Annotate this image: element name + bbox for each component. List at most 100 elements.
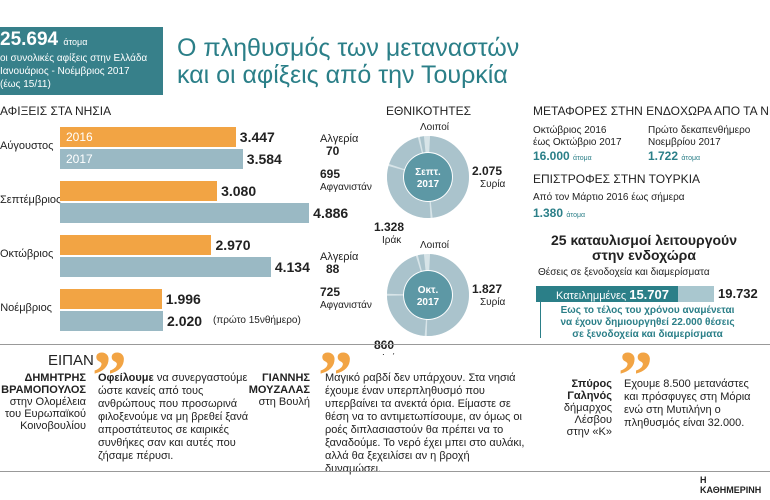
islands-bar-2017 <box>60 257 271 277</box>
transfers-p1-value: 16.000 άτομα <box>533 149 592 163</box>
donut-label-iraq: Ιράκ <box>382 234 402 246</box>
transfers-p1-line1: Οκτώβριος 2016 <box>533 125 607 136</box>
donut-center-label: Σεπτ. <box>415 167 441 178</box>
quote2-speaker: ΓΙΑΝΝΗΣ ΜΟΥΖΑΛΑΣ στη Βουλή <box>240 372 310 408</box>
quote3-name1: Σπύρος <box>571 378 612 390</box>
donut-value-syria: 1.827 <box>472 282 502 296</box>
camps-total-label: 19.732 <box>718 286 758 301</box>
quote1-role3: Κοινοβουλίου <box>20 420 86 432</box>
camps-subtitle: Θέσεις σε ξενοδοχεία και διαμερίσματα <box>538 267 710 278</box>
islands-bar-2016 <box>60 127 236 147</box>
camps-bar-occupied <box>536 286 678 302</box>
camps-note: Εως το τέλος του χρόνου αναμένεται να έχ… <box>540 305 755 341</box>
quote2-name2: ΜΟΥΖΑΛΑΣ <box>248 384 310 396</box>
donut-label-syria: Συρία <box>480 178 506 190</box>
quote1-role2: του Ευρωπαϊκού <box>4 408 86 420</box>
islands-category-label: Οκτώβριος <box>0 248 54 260</box>
returns-heading: ΕΠΙΣΤΡΟΦΕΣ ΣΤΗΝ ΤΟΥΡΚΙΑ <box>533 172 701 186</box>
islands-series-label: 2017 <box>66 152 93 166</box>
camps-note-line1: Εως το τέλος του χρόνου αναμένεται <box>560 305 735 316</box>
returns-value: 1.380 άτομα <box>533 206 586 220</box>
footer-divider <box>0 471 770 472</box>
donut-center-label: Οκτ. <box>418 285 439 296</box>
donut-slice-iraq <box>387 294 427 336</box>
title-line1: Ο πληθυσμός των μεταναστών <box>177 34 520 62</box>
donut-label-iraq: Ιράκ <box>382 352 402 355</box>
nationalities-heading: ΕΘΝΙΚΟΤΗΤΕΣ <box>386 104 472 118</box>
quote1-speaker: ΔΗΜΗΤΡΗΣ ΒΡΑΜΟΠΟΥΛΟΣ στην Ολομέλεια του … <box>0 372 86 432</box>
quote1-role1: στην Ολομέλεια <box>9 396 86 408</box>
returns-text: Από τον Μάρτιο 2016 έως σήμερα <box>533 192 685 203</box>
islands-value-label: 3.584 <box>246 151 282 167</box>
donut-center-year: 2017 <box>417 179 440 190</box>
quote2-text: Μαγικό ραβδί δεν υπάρχουν. Στα νησιά έχο… <box>325 372 525 475</box>
transfers-p2-value: 1.722 άτομα <box>648 149 701 163</box>
camps-note-line3: σε ξενοδοχεία και διαμερίσματα <box>572 329 723 340</box>
transfers-heading: ΜΕΤΑΦΟΡΕΣ ΣΤΗΝ ΕΝΔΟΧΩΡΑ ΑΠΟ ΤΑ ΝΗΣΙΑ <box>533 104 770 118</box>
quote1-text: Οφείλουμε να συνεργαστούμε ώστε κανείς α… <box>98 372 249 462</box>
quote3-role1: δήμαρχος <box>563 402 612 414</box>
donut-value-afghan: 695 <box>320 167 340 181</box>
islands-category-label: Αύγουστος <box>0 140 54 152</box>
donut-slice-syria <box>428 136 469 218</box>
quote1-mark-icon: ” <box>92 338 127 415</box>
quote3-mark-icon: ” <box>618 338 653 415</box>
transfers-p2-line1: Πρώτο δεκαπενθήμερο <box>648 125 751 136</box>
islands-category-label: Σεπτέμβριος <box>0 194 62 206</box>
donut-label-loipoi: Λοιποί <box>420 239 450 251</box>
quote3-text: Εχουμε 8.500 μετανάστες και πρόσφυγες στ… <box>624 378 751 429</box>
donut-label-loipoi: Λοιποί <box>420 121 450 133</box>
quote2-name1: ΓΙΑΝΝΗΣ <box>261 372 310 384</box>
donut-label-syria: Συρία <box>480 296 506 308</box>
islands-heading: ΑΦΙΞΕΙΣ ΣΤΑ ΝΗΣΙΑ <box>0 104 112 118</box>
donut-slice-syria <box>426 254 469 336</box>
header-summary-box: 25.694 άτομα οι συνολικές αφίξεις στην Ε… <box>0 27 163 95</box>
donut-value-iraq: 860 <box>374 338 394 352</box>
donut-value-algeria: 70 <box>326 144 340 158</box>
quote1-name2: ΒΡΑΜΟΠΟΥΛΟΣ <box>1 384 86 396</box>
header-line3: (έως 15/11) <box>0 79 51 90</box>
transfers-p2-line2: Νοεμβρίου 2017 <box>648 137 721 148</box>
islands-value-label: 2.970 <box>215 237 251 253</box>
donut-value-syria: 2.075 <box>472 164 502 178</box>
header-line2: Ιανουάριος - Νοέμβριος 2017 <box>0 66 130 77</box>
quote2-mark-icon: ” <box>318 338 353 415</box>
donut-label-algeria: Αλγερία <box>320 251 359 263</box>
header-total: 25.694 άτομα <box>0 29 88 50</box>
transfers-p1-line2: έως Οκτώβριο 2017 <box>533 137 622 148</box>
page-title: Ο πληθυσμός των μεταναστών και οι αφίξει… <box>177 35 519 89</box>
quote1-name1: ΔΗΜΗΤΡΗΣ <box>24 372 86 384</box>
islands-value-label: 2.020 <box>167 313 203 329</box>
islands-bar-2017 <box>60 311 164 331</box>
islands-bar-2017 <box>60 203 310 223</box>
islands-series-label: 2016 <box>66 130 93 144</box>
donut-value-algeria: 88 <box>326 262 340 276</box>
quote3-name2: Γαληνός <box>567 390 612 402</box>
donut-center-year: 2017 <box>417 297 440 308</box>
islands-value-label: 1.996 <box>165 291 201 307</box>
donut-label-afghan: Αφγανιστάν <box>320 181 372 193</box>
footer-brand: Η ΚΑΘΗΜΕΡΙΝΗ <box>700 475 762 495</box>
section-divider <box>0 344 770 345</box>
donut-value-afghan: 725 <box>320 285 340 299</box>
islands-value-label: 4.886 <box>313 205 349 221</box>
camps-title-line1: 25 καταυλισμοί λειτουργούν <box>551 232 737 248</box>
islands-bar-2017 <box>60 149 243 169</box>
camps-note-rule <box>540 300 541 338</box>
camps-note-line2: να έχουν δημιουργηθεί 22.000 θέσεις <box>560 317 735 328</box>
islands-value-label: 3.447 <box>239 129 275 145</box>
header-line1: οι συνολικές αφίξεις στην Ελλάδα <box>0 53 148 64</box>
donut-center <box>404 271 452 319</box>
quote3-speaker: Σπύρος Γαληνός δήμαρχος Λέσβου στην «Κ» <box>540 378 612 438</box>
islands-value-label: 4.134 <box>274 259 310 275</box>
donut-slice-iraq <box>387 165 431 218</box>
islands-bar-2016 <box>60 181 218 201</box>
title-line2: και οι αφίξεις από την Τουρκία <box>177 61 508 89</box>
donut-label-algeria: Αλγερία <box>320 133 359 145</box>
camps-occupied-label: Κατειλημμένες 15.707 <box>556 287 669 302</box>
quote2-role1: στη Βουλή <box>258 396 310 408</box>
donut-slice-afghan <box>389 137 423 170</box>
islands-bar-2016 <box>60 289 162 309</box>
donut-center <box>404 153 452 201</box>
quote3-role3: στην «Κ» <box>566 426 612 438</box>
